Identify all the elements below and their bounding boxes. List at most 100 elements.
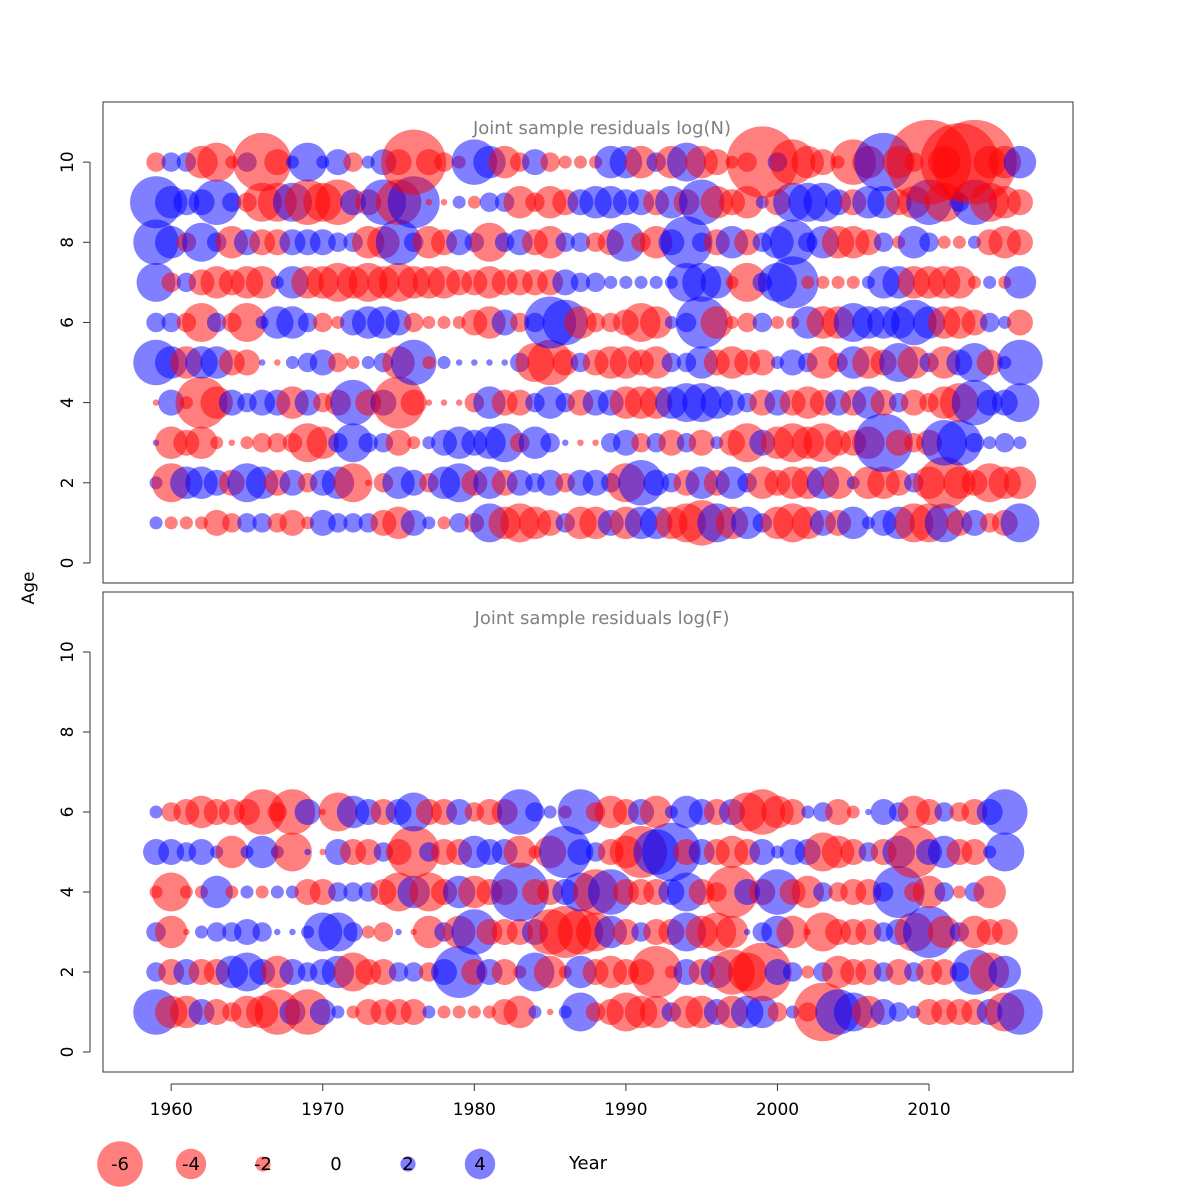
negative-residual-bubble [425,198,433,206]
positive-residual-bubble [982,789,1028,835]
positive-residual-bubble [649,275,663,289]
panel-log-n-y-axis: 0 2 4 6 8 10 [58,151,91,568]
positive-residual-bubble [506,469,533,496]
positive-residual-bubble [540,432,560,453]
positive-residual-bubble [188,839,215,865]
negative-residual-bubble [228,439,236,446]
negative-residual-bubble [592,439,599,446]
positive-residual-bubble [501,359,508,366]
negative-residual-bubble [727,262,767,302]
positive-residual-bubble [237,513,257,533]
negative-residual-bubble [425,399,433,406]
positive-residual-bubble [749,839,776,865]
panel-log-n-frame [102,101,1074,584]
positive-residual-bubble [200,875,233,909]
positive-residual-bubble [240,885,254,899]
positive-residual-bubble [872,866,925,918]
positive-residual-bubble [294,389,321,416]
negative-residual-bubble [183,928,190,936]
negative-residual-bubble [240,436,254,450]
positive-residual-bubble [400,469,427,496]
x-tick-label: 2000 [756,1100,799,1120]
positive-residual-bubble [288,142,328,182]
panel-log-f-frame [102,591,1074,1073]
negative-residual-bubble [631,432,651,453]
negative-residual-bubble [467,1005,481,1019]
positive-residual-bubble [983,275,997,289]
positive-residual-bubble [309,349,336,376]
positive-residual-bubble [715,466,749,500]
negative-residual-bubble [855,959,882,985]
negative-residual-bubble [272,832,312,872]
positive-residual-bubble [385,309,412,336]
positive-residual-bubble [570,272,591,293]
positive-residual-bubble [585,272,606,293]
positive-residual-bubble [643,469,670,496]
panel-log-f-y-axis: 0 2 4 6 8 10 [58,641,91,1057]
positive-residual-bubble [997,339,1043,386]
negative-residual-bubble [151,872,191,912]
positive-residual-bubble [1003,266,1037,299]
positive-residual-bubble [873,232,894,253]
legend-bubble [97,1141,143,1187]
negative-residual-bubble [973,875,1006,909]
panel-log-n-bubbles [130,119,1043,546]
positive-residual-bubble [136,262,176,302]
positive-residual-bubble [490,862,550,922]
positive-residual-bubble [422,516,436,530]
negative-residual-bubble [422,356,436,370]
x-tick-label: 1970 [301,1100,344,1120]
negative-residual-bubble [733,942,792,1002]
positive-residual-bubble [764,959,791,985]
positive-residual-bubble [388,962,409,982]
negative-residual-bubble [961,839,988,865]
positive-residual-bubble [934,882,954,902]
positive-residual-bubble [552,269,579,296]
negative-residual-bubble [361,925,375,939]
negative-residual-bubble [491,959,518,985]
positive-residual-bubble [304,848,311,856]
positive-residual-bubble [985,832,1025,872]
negative-residual-bubble [503,185,537,219]
negative-residual-bubble [346,356,360,370]
panel-log-n-title: Joint sample residuals log(N) [472,118,731,139]
positive-residual-bubble [343,882,363,902]
positive-residual-bubble [274,928,281,936]
positive-residual-bubble [149,516,163,530]
negative-residual-bubble [552,349,579,376]
positive-residual-bubble [433,946,486,998]
positive-residual-bubble [567,839,594,865]
positive-residual-bubble [289,928,296,936]
y-tick-label: 8 [58,237,78,248]
negative-residual-bubble [991,919,1018,945]
negative-residual-bubble [767,1002,788,1022]
negative-residual-bubble [885,429,912,456]
positive-residual-bubble [343,922,363,942]
negative-residual-bubble [705,866,758,918]
negative-residual-bubble [440,399,448,406]
positive-residual-bubble [328,232,348,253]
negative-residual-bubble [558,155,572,169]
positive-residual-bubble [331,1005,345,1019]
positive-residual-bubble [333,423,373,463]
negative-residual-bubble [154,915,188,949]
positive-residual-bubble [279,959,306,985]
negative-residual-bubble [309,879,336,905]
positive-residual-bubble [252,922,272,942]
positive-residual-bubble [612,429,639,456]
positive-residual-bubble [801,805,815,819]
negative-residual-bubble [233,349,260,376]
negative-residual-bubble [161,272,181,293]
positive-residual-bubble [343,513,363,533]
negative-residual-bubble [387,826,440,878]
negative-residual-bubble [306,426,340,459]
legend-label: 0 [330,1154,341,1175]
negative-residual-bubble [573,155,587,169]
positive-residual-bubble [452,195,466,209]
positive-residual-bubble [149,805,163,819]
positive-residual-bubble [555,232,576,253]
positive-residual-bubble [836,506,870,540]
y-tick-label: 4 [58,887,78,898]
x-axis-label: Year [568,1153,608,1174]
positive-residual-bubble [525,802,545,822]
